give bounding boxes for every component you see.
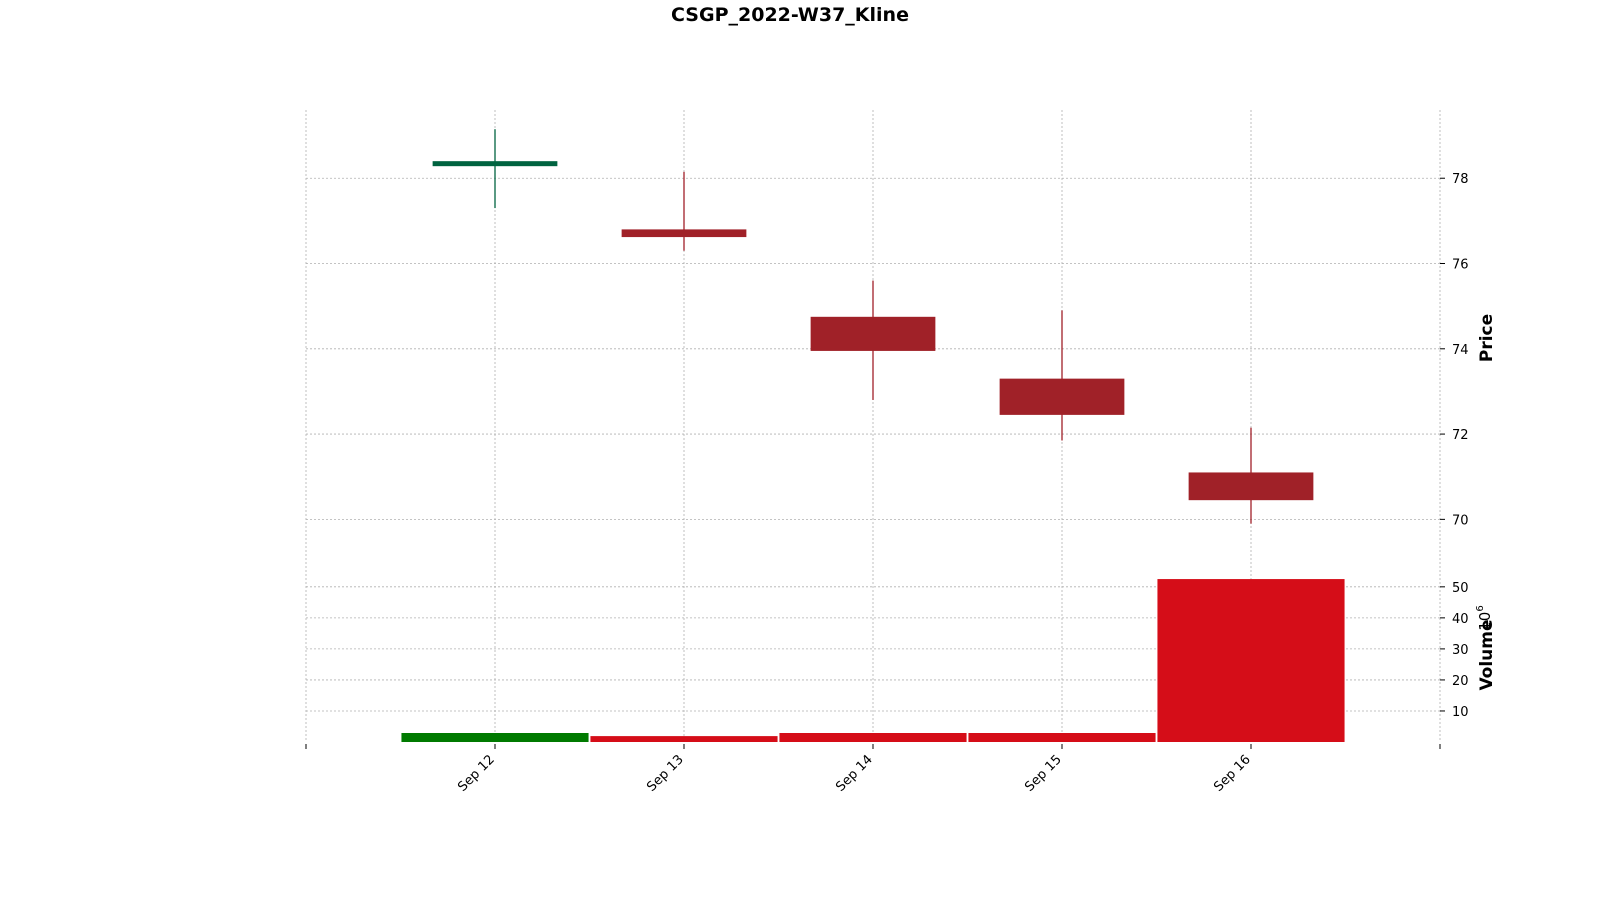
price-tick-label: 76 (1452, 258, 1469, 273)
x-axis: Sep 12 Sep 13 Sep 14 Sep 15 Sep 16 (305, 744, 1441, 795)
price-panel: 70 72 74 76 78 (305, 110, 1469, 562)
candle-body (621, 229, 747, 238)
price-tick-label: 70 (1452, 513, 1469, 528)
volume-multiplier-exponent: 6 (1475, 605, 1486, 611)
volume-axis-label-text: Volume (1477, 619, 1497, 690)
volume-axis-label: Volume (1477, 619, 1497, 690)
candle-body (810, 316, 936, 351)
volume-bar (779, 733, 967, 742)
volume-multiplier-base: 10 (1476, 612, 1494, 631)
chart-title: CSGP_2022-W37_Kline (671, 4, 909, 26)
price-tick-label: 78 (1452, 172, 1469, 187)
volume-tick-label: 50 (1452, 581, 1469, 596)
x-tick-label: Sep 15 (1022, 752, 1065, 795)
candle-body (432, 161, 558, 167)
volume-bar (968, 733, 1156, 742)
volume-tick-label: 10 (1452, 705, 1469, 720)
volume-tick-label: 40 (1452, 612, 1469, 627)
volume-tick-label: 20 (1452, 674, 1469, 689)
x-tick-label: Sep 16 (1211, 752, 1254, 795)
volume-axis-multiplier: 106 (1475, 605, 1494, 630)
x-tick-label: Sep 13 (644, 752, 687, 795)
price-axis-label: Price (1477, 314, 1497, 362)
candle-body (999, 378, 1125, 415)
candle-body (1188, 472, 1314, 501)
volume-bar (401, 733, 589, 742)
volume-bar (1157, 579, 1345, 742)
x-tick-label: Sep 14 (833, 752, 876, 795)
x-tick-label: Sep 12 (455, 752, 498, 795)
price-tick-label: 72 (1452, 428, 1469, 443)
volume-panel: 10 20 30 40 50 (305, 562, 1469, 742)
price-tick-label: 74 (1452, 343, 1469, 358)
volume-tick-label: 30 (1452, 643, 1469, 658)
volume-bar (590, 736, 778, 742)
